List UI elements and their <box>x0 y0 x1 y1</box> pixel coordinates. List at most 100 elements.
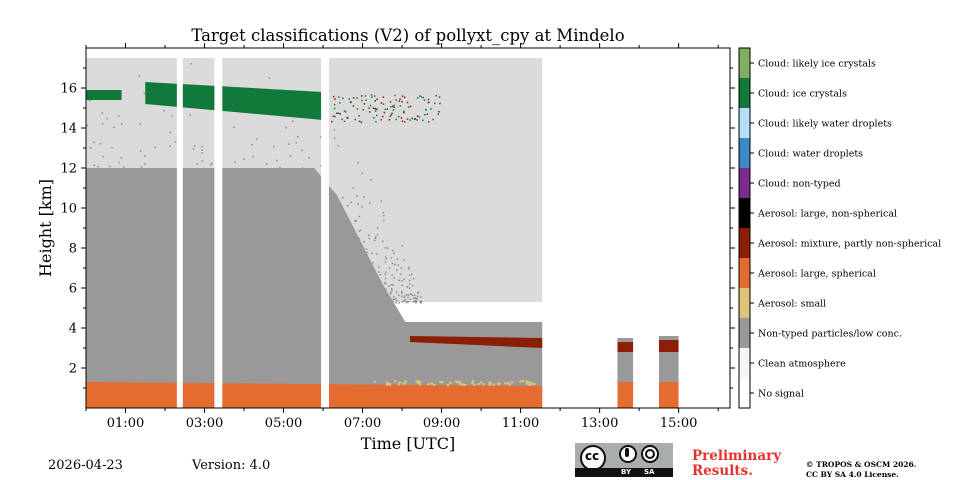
cloud-speck <box>392 109 395 111</box>
speckle <box>409 283 411 285</box>
cloud-speck <box>399 98 401 100</box>
cloud-speck <box>420 96 423 98</box>
cloud-speck <box>335 112 338 115</box>
speckle <box>291 120 294 123</box>
speckle <box>390 257 393 259</box>
cloud-speck <box>339 102 341 104</box>
no-signal-gap <box>321 48 329 408</box>
cc-sa-label: SA <box>644 468 655 476</box>
speckle <box>403 259 405 261</box>
cloud-speck <box>374 110 377 112</box>
cloud-speck <box>334 98 336 100</box>
speckle <box>392 298 394 300</box>
cloud-speck <box>375 108 377 110</box>
colorbar-label: Aerosol: small <box>757 299 826 310</box>
speckle <box>363 240 365 243</box>
speckle <box>404 295 406 297</box>
cloud-speck <box>390 106 392 108</box>
speckle <box>403 300 405 302</box>
small-aerosol-speck <box>458 382 462 385</box>
speckle <box>397 264 400 266</box>
speckle <box>405 301 408 304</box>
colorbar-swatch <box>739 288 750 318</box>
small-aerosol-speck <box>527 381 531 384</box>
speckle <box>190 62 193 65</box>
speckle <box>384 273 387 275</box>
speckle <box>123 166 125 168</box>
cloud-speck <box>376 98 378 100</box>
colorbar-label: Aerosol: large, spherical <box>757 269 876 280</box>
speckle <box>391 262 394 265</box>
speckle <box>251 143 253 146</box>
small-aerosol-speck <box>418 383 422 386</box>
ice-cloud-layer <box>86 90 122 100</box>
small-aerosol-speck <box>430 382 433 385</box>
cloud-speck <box>393 104 395 107</box>
copyright-line-2: CC BY SA 4.0 License. <box>806 470 899 479</box>
cloud-speck <box>382 96 385 98</box>
cloud-speck <box>374 100 376 102</box>
cloud-speck <box>356 108 359 110</box>
speckle <box>384 256 387 258</box>
speckle <box>140 166 143 168</box>
cloud-speck <box>427 98 430 101</box>
speckle <box>376 233 379 236</box>
speckle <box>366 251 368 254</box>
speckle <box>233 126 236 128</box>
small-aerosol-speck <box>519 380 523 383</box>
small-aerosol-speck <box>418 380 421 383</box>
cloud-speck <box>395 99 397 101</box>
speckle <box>412 277 415 280</box>
cloud-speck <box>358 120 361 123</box>
small-aerosol-speck <box>530 382 533 385</box>
small-aerosol-speck <box>532 383 536 386</box>
speckle <box>419 300 422 302</box>
speckle <box>385 271 387 273</box>
colorbar-frame <box>738 47 751 409</box>
speckle <box>113 126 115 129</box>
no-signal-gap <box>678 48 730 408</box>
speckle <box>333 128 336 131</box>
speckle <box>384 247 387 249</box>
speckle <box>378 271 380 273</box>
speckle <box>296 136 299 138</box>
cloud-speck <box>394 94 396 97</box>
speckle <box>406 286 409 288</box>
colorbar-label: Non-typed particles/low conc. <box>758 329 902 340</box>
y-tick-label: 2 <box>69 362 77 377</box>
speckle <box>394 298 396 301</box>
speckle <box>93 164 96 167</box>
speckle <box>256 138 258 140</box>
colorbar-swatch <box>739 168 750 198</box>
speckle <box>201 149 203 151</box>
small-aerosol-speck <box>471 380 475 383</box>
x-axis-label: Time [UTC] <box>361 434 455 453</box>
y-tick-label: 14 <box>60 122 77 137</box>
speckle <box>375 253 378 255</box>
speckle <box>365 248 368 250</box>
small-aerosol-speck <box>525 382 529 385</box>
cloud-speck <box>400 117 403 119</box>
speckle <box>308 156 310 159</box>
speckle <box>404 299 407 301</box>
cc-license-badge: cc BY SA <box>575 443 673 477</box>
speckle <box>393 277 396 279</box>
speckle <box>384 261 387 263</box>
small-aerosol-speck <box>415 380 419 383</box>
large-spherical-aerosol-layer <box>86 382 543 408</box>
cloud-speck <box>360 121 363 124</box>
speckle <box>407 300 409 303</box>
y-axis-label: Height [km] <box>36 179 55 277</box>
speckle <box>320 165 322 167</box>
x-tick-label: 01:00 <box>107 416 144 431</box>
speckle <box>408 266 410 269</box>
colorbar-swatch <box>739 48 750 78</box>
speckle <box>342 197 344 199</box>
cloud-speck <box>386 108 389 110</box>
small-aerosol-speck <box>503 382 507 385</box>
speckle <box>97 165 99 168</box>
cloud-speck <box>380 102 383 104</box>
cloud-speck <box>403 111 405 114</box>
speckle <box>373 239 376 242</box>
colorbar-label: Cloud: non-typed <box>758 179 841 190</box>
